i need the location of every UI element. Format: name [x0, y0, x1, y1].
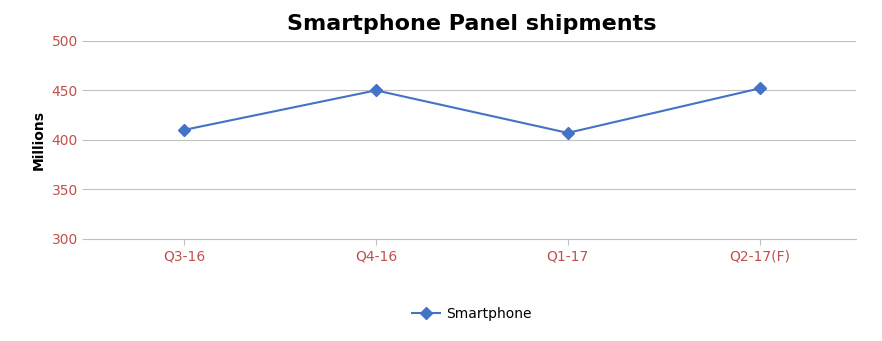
Smartphone	[754, 86, 765, 90]
Line: Smartphone: Smartphone	[180, 84, 764, 137]
Smartphone	[563, 131, 573, 135]
Smartphone	[179, 128, 190, 132]
Legend: Smartphone: Smartphone	[407, 301, 537, 326]
Smartphone	[370, 88, 381, 92]
Title: Smartphone Panel shipments: Smartphone Panel shipments	[288, 14, 656, 34]
Y-axis label: Millions: Millions	[32, 110, 46, 170]
